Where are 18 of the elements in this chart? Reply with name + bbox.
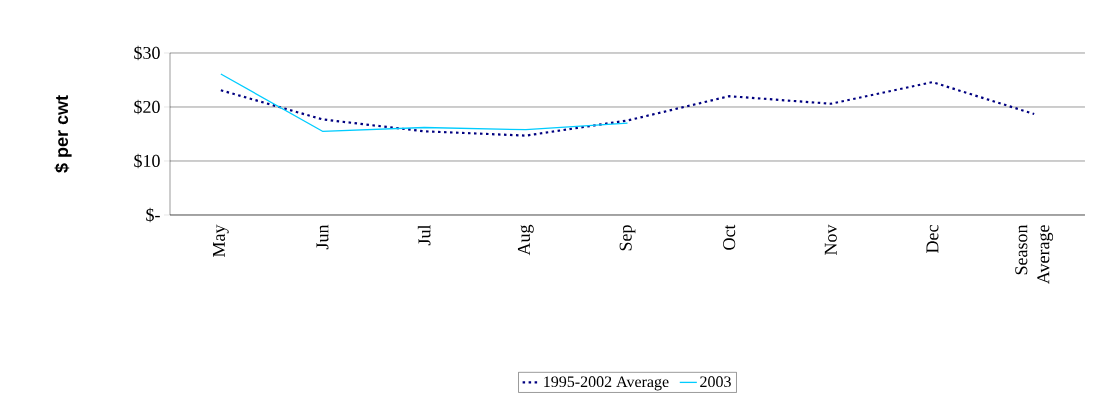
legend-label: 1995-2002 Average xyxy=(544,376,669,391)
x-tick-label: Jun xyxy=(316,224,329,250)
y-axis-title: $ per cwt xyxy=(54,95,72,173)
line-series xyxy=(219,81,1036,137)
line-series xyxy=(220,73,629,132)
y-tick-label: $- xyxy=(146,207,160,223)
x-tick-label: Dec xyxy=(926,225,939,253)
y-tick-label: $30 xyxy=(134,45,160,61)
x-tick-label: Nov xyxy=(824,224,837,255)
legend-label: 2003 xyxy=(700,376,731,388)
x-tick-label: Season Average xyxy=(1015,224,1054,284)
x-tick-label: May xyxy=(213,224,229,257)
x-tick-label: Oct xyxy=(723,224,736,250)
y-tick-label: $10 xyxy=(134,153,160,169)
x-tick-label: Jul xyxy=(417,224,431,246)
x-tick-label: Sep xyxy=(619,225,636,251)
y-tick-label: $20 xyxy=(134,99,160,115)
x-tick-label: Aug xyxy=(517,224,534,256)
